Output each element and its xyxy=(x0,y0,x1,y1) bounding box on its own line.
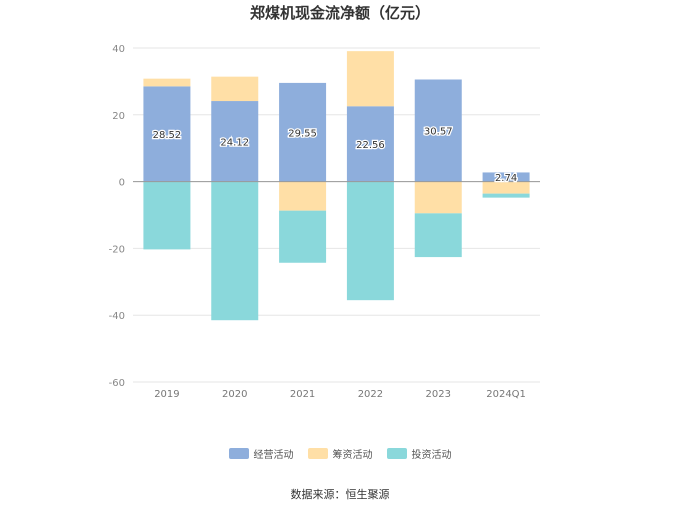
source-note: 数据来源：恒生聚源 xyxy=(290,488,390,501)
legend-label: 经营活动 xyxy=(253,450,294,461)
legend-swatch xyxy=(386,448,407,459)
y-tick-label: 0 xyxy=(119,178,125,189)
bar-operating xyxy=(482,172,530,182)
y-tick-label: 40 xyxy=(112,44,125,55)
bar-financing xyxy=(414,181,462,214)
bar-operating xyxy=(211,101,259,182)
x-tick-label: 2020 xyxy=(222,389,247,400)
y-tick-label: -60 xyxy=(109,378,125,389)
bar-operating xyxy=(414,79,462,182)
data-label: 22.56 xyxy=(356,140,385,151)
x-tick-label: 2019 xyxy=(154,389,179,400)
bar-operating xyxy=(279,82,327,182)
data-label: 2.74 xyxy=(495,173,517,184)
bar-investing xyxy=(143,181,191,250)
legend-label: 投资活动 xyxy=(411,450,452,461)
y-tick-label: -40 xyxy=(109,311,125,322)
data-label: 24.12 xyxy=(220,137,249,148)
x-tick-label: 2024Q1 xyxy=(486,389,526,400)
y-tick-label: -20 xyxy=(109,244,125,255)
bar-financing xyxy=(143,78,191,87)
x-tick-label: 2021 xyxy=(290,389,315,400)
legend-item[interactable]: 经营活动 xyxy=(228,446,294,461)
legend: 经营活动 筹资活动 投资活动 xyxy=(0,446,680,461)
bar-operating xyxy=(143,86,191,182)
legend-swatch xyxy=(307,448,328,459)
bar-investing xyxy=(346,181,394,301)
data-label: 29.55 xyxy=(288,128,317,139)
data-label: 30.57 xyxy=(424,127,453,138)
legend-label: 筹资活动 xyxy=(332,450,373,461)
bar-investing xyxy=(414,213,462,258)
bar-investing xyxy=(211,181,259,321)
bar-financing xyxy=(482,181,530,194)
data-label: 28.52 xyxy=(153,130,182,141)
bar-financing xyxy=(346,51,394,107)
bar-operating xyxy=(346,106,394,182)
bar-financing xyxy=(211,76,259,102)
legend-item[interactable]: 投资活动 xyxy=(386,446,452,461)
bar-investing xyxy=(279,210,327,263)
y-tick-label: 20 xyxy=(112,111,125,122)
bar-financing xyxy=(279,181,327,211)
legend-item[interactable]: 筹资活动 xyxy=(307,446,373,461)
chart-title: 郑煤机现金流净额（亿元） xyxy=(249,4,430,22)
legend-swatch xyxy=(228,448,249,459)
x-tick-label: 2023 xyxy=(426,389,451,400)
bar-investing xyxy=(482,193,530,198)
x-tick-label: 2022 xyxy=(358,389,383,400)
